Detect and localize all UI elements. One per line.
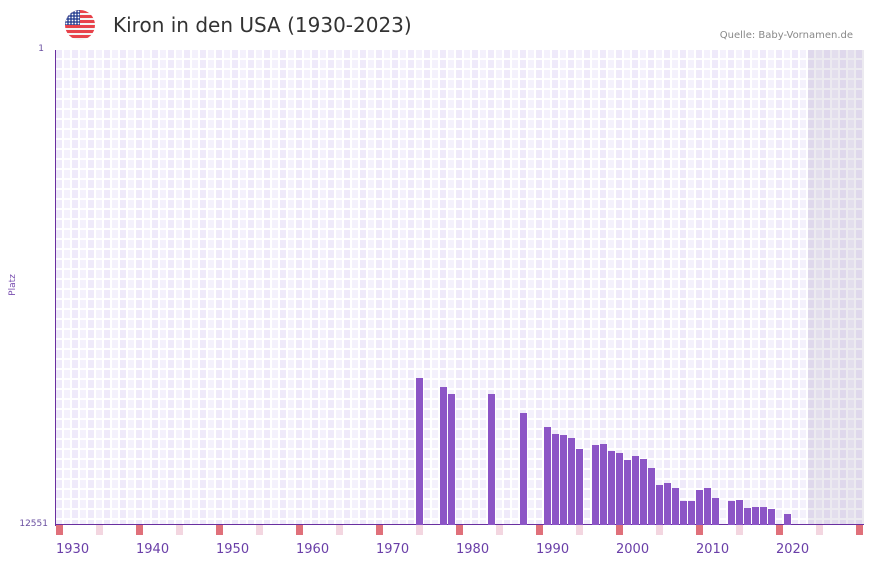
- year-marker-1980: [456, 525, 463, 535]
- y-tick-top: 1: [38, 44, 44, 54]
- bar-2004: [648, 468, 655, 525]
- x-axis: [55, 524, 864, 525]
- x-tick-2000: 2000: [616, 542, 650, 557]
- year-marker-1935: [96, 525, 103, 535]
- x-tick-1950: 1950: [216, 542, 250, 557]
- bar-2019: [768, 509, 775, 525]
- bar-2005: [656, 484, 663, 525]
- year-marker-1990: [536, 525, 543, 535]
- y-axis: [55, 50, 56, 526]
- x-tick-2020: 2020: [776, 542, 810, 557]
- bar-1975: [416, 378, 423, 525]
- bar-2018: [760, 507, 767, 525]
- bar-2021: [784, 514, 791, 525]
- x-tick-1970: 1970: [376, 542, 410, 557]
- chart-title: Kiron in den USA (1930-2023): [113, 13, 412, 37]
- year-marker-1955: [256, 525, 263, 535]
- bar-1992: [552, 433, 559, 525]
- bar-2011: [704, 487, 711, 525]
- bar-2008: [680, 501, 687, 525]
- x-tick-1990: 1990: [536, 542, 570, 557]
- year-marker-1970: [376, 525, 383, 535]
- bar-1993: [560, 434, 567, 525]
- bar-2017: [752, 507, 759, 525]
- plot-area: [56, 50, 864, 525]
- x-tick-1940: 1940: [136, 542, 170, 557]
- bar-1999: [608, 451, 615, 525]
- year-marker-1975: [416, 525, 423, 535]
- bar-2001: [624, 459, 631, 525]
- future-shade: [808, 50, 864, 525]
- year-marker-1985: [496, 525, 503, 535]
- bar-2006: [664, 482, 671, 525]
- bar-2015: [736, 500, 743, 525]
- year-marker-2030: [856, 525, 863, 535]
- year-marker-1965: [336, 525, 343, 535]
- x-tick-2010: 2010: [696, 542, 730, 557]
- bar-1991: [544, 426, 551, 525]
- x-tick-1980: 1980: [456, 542, 490, 557]
- year-marker-1995: [576, 525, 583, 535]
- bar-2010: [696, 489, 703, 525]
- year-marker-2015: [736, 525, 743, 535]
- year-marker-2025: [816, 525, 823, 535]
- y-tick-bottom: 12551: [19, 519, 48, 529]
- bar-2009: [688, 501, 695, 525]
- bar-1995: [576, 449, 583, 525]
- year-marker-1940: [136, 525, 143, 535]
- year-marker-1950: [216, 525, 223, 535]
- bar-2002: [632, 456, 639, 525]
- year-marker-2000: [616, 525, 623, 535]
- year-marker-1945: [176, 525, 183, 535]
- year-marker-2005: [656, 525, 663, 535]
- bar-1998: [600, 444, 607, 525]
- year-marker-1960: [296, 525, 303, 535]
- year-marker-2010: [696, 525, 703, 535]
- year-marker-2020: [776, 525, 783, 535]
- bar-2012: [712, 498, 719, 525]
- x-tick-1960: 1960: [296, 542, 330, 557]
- bar-1988: [520, 413, 527, 525]
- bar-2016: [744, 508, 751, 525]
- bar-1994: [568, 437, 575, 525]
- bar-1997: [592, 444, 599, 525]
- bar-1978: [440, 387, 447, 525]
- bar-1979: [448, 394, 455, 525]
- y-axis-label: Platz: [8, 274, 18, 296]
- bar-1984: [488, 394, 495, 525]
- bar-2003: [640, 458, 647, 525]
- source-label: Quelle: Baby-Vornamen.de: [719, 30, 853, 41]
- x-tick-1930: 1930: [56, 542, 90, 557]
- bar-2007: [672, 487, 679, 525]
- bar-2000: [616, 452, 623, 525]
- year-marker-1930: [56, 525, 63, 535]
- us-flag-icon: [65, 10, 95, 40]
- bar-2014: [728, 501, 735, 525]
